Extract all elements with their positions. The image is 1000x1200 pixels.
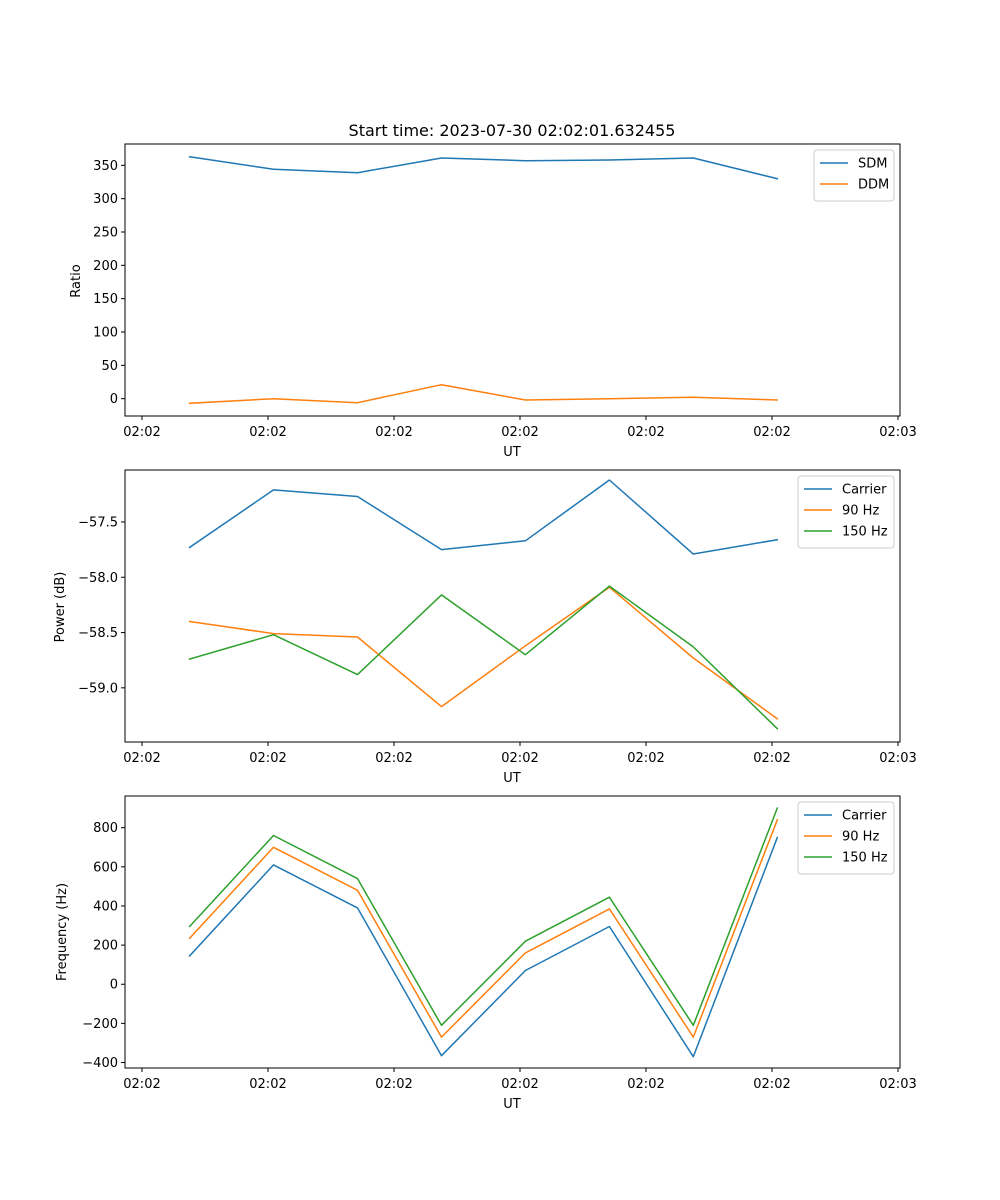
power-y-tick-label: −57.5 [78,515,118,530]
power-x-tick-label: 02:02 [123,751,160,766]
power-legend: Carrier 90 Hz 150 Hz [797,475,895,549]
frequency-axes-frame [124,795,901,1069]
power-legend-label-90-hz: 90 Hz [842,504,879,519]
ratio-series-sdm [188,155,779,180]
frequency-legend-label-carrier: Carrier [842,809,887,824]
power-series-150-hz [188,585,779,730]
power-legend-label-150-hz: 150 Hz [842,525,888,540]
ratio-x-tick-label: 02:02 [627,425,664,440]
ratio-y-axis-label: Ratio [69,264,84,297]
ratio-x-axis-label: UT [503,445,521,460]
power-legend-box [797,475,895,549]
ratio-y-tick-label: 350 [93,159,118,174]
frequency-x-axis-label: UT [503,1097,521,1112]
frequency-legend-label-150-hz: 150 Hz [842,851,888,866]
power-legend-label-carrier: Carrier [842,483,887,498]
frequency-x-tick-label: 02:03 [879,1077,916,1092]
ratio-legend-label-ddm: DDM [858,178,889,193]
power-y-tick-label: −59.0 [78,681,118,696]
frequency-legend-box [797,801,895,875]
frequency-legend-label-90-hz: 90 Hz [842,830,879,845]
power-y-axis-label: Power (dB) [53,572,68,643]
ratio-legend: SDM DDM [813,149,895,202]
frequency-x-tick-label: 02:02 [249,1077,286,1092]
frequency-x-tick-label: 02:02 [627,1077,664,1092]
power-axes-frame [124,469,901,743]
ratio-x-tick-label: 02:02 [501,425,538,440]
frequency-y-axis-label: Frequency (Hz) [55,883,70,981]
frequency-y-tick-label: −200 [82,1017,118,1032]
ratio-x-tick-label: 02:02 [375,425,412,440]
ratio-legend-label-sdm: SDM [858,157,887,172]
power-x-tick-label: 02:02 [753,751,790,766]
power-y-tick-label: −58.5 [78,626,118,641]
ratio-series-ddm [188,383,779,405]
power-x-tick-label: 02:02 [249,751,286,766]
ratio-y-tick-label: 150 [93,292,118,307]
frequency-series-carrier [188,836,779,1058]
ratio-y-tick-label: 300 [93,192,118,207]
ratio-panel: UT Ratio 02:02 02:02 02:02 02:02 02:02 02:02 0… [69,143,917,460]
power-x-tick-label: 02:03 [879,751,916,766]
frequency-x-tick-label: 02:02 [501,1077,538,1092]
power-x-tick-label: 02:02 [501,751,538,766]
frequency-y-tick-label: 400 [93,899,118,914]
ratio-y-tick-label: 50 [101,359,118,374]
ratio-x-tick-label: 02:02 [249,425,286,440]
frequency-y-tick-label: 600 [93,860,118,875]
ratio-y-tick-label: 250 [93,226,118,241]
power-y-tick-label: −58.0 [78,571,118,586]
ratio-x-tick-label: 02:02 [123,425,160,440]
frequency-legend: Carrier 90 Hz 150 Hz [797,801,895,875]
frequency-x-tick-label: 02:02 [753,1077,790,1092]
frequency-y-tick-label: −400 [82,1056,118,1071]
power-x-axis-label: UT [503,771,521,786]
frequency-y-tick-label: 800 [93,821,118,836]
power-series-90-hz [188,586,779,720]
ratio-x-tick-label: 02:03 [879,425,916,440]
frequency-y-tick-label: 0 [110,978,118,993]
frequency-x-tick-label: 02:02 [123,1077,160,1092]
frequency-x-tick-label: 02:02 [375,1077,412,1092]
ratio-y-tick-label: 0 [110,392,118,407]
ratio-y-tick-label: 100 [93,326,118,341]
power-series-carrier [188,479,779,555]
ratio-y-tick-label: 200 [93,259,118,274]
power-x-tick-label: 02:02 [375,751,412,766]
frequency-series-150-hz [188,807,779,1027]
chart-title: Start time: 2023-07-30 02:02:01.632455 [349,121,676,140]
frequency-series-90-hz [188,818,779,1038]
ratio-axes-frame [124,143,901,417]
frequency-panel: UT Frequency (Hz) 02:02 02:02 02:02 02:02 02… [55,795,917,1112]
power-x-tick-label: 02:02 [627,751,664,766]
frequency-y-tick-label: 200 [93,939,118,954]
ratio-x-tick-label: 02:02 [753,425,790,440]
power-panel: UT Power (dB) 02:02 02:02 02:02 02:02 02:02 0… [53,469,917,786]
